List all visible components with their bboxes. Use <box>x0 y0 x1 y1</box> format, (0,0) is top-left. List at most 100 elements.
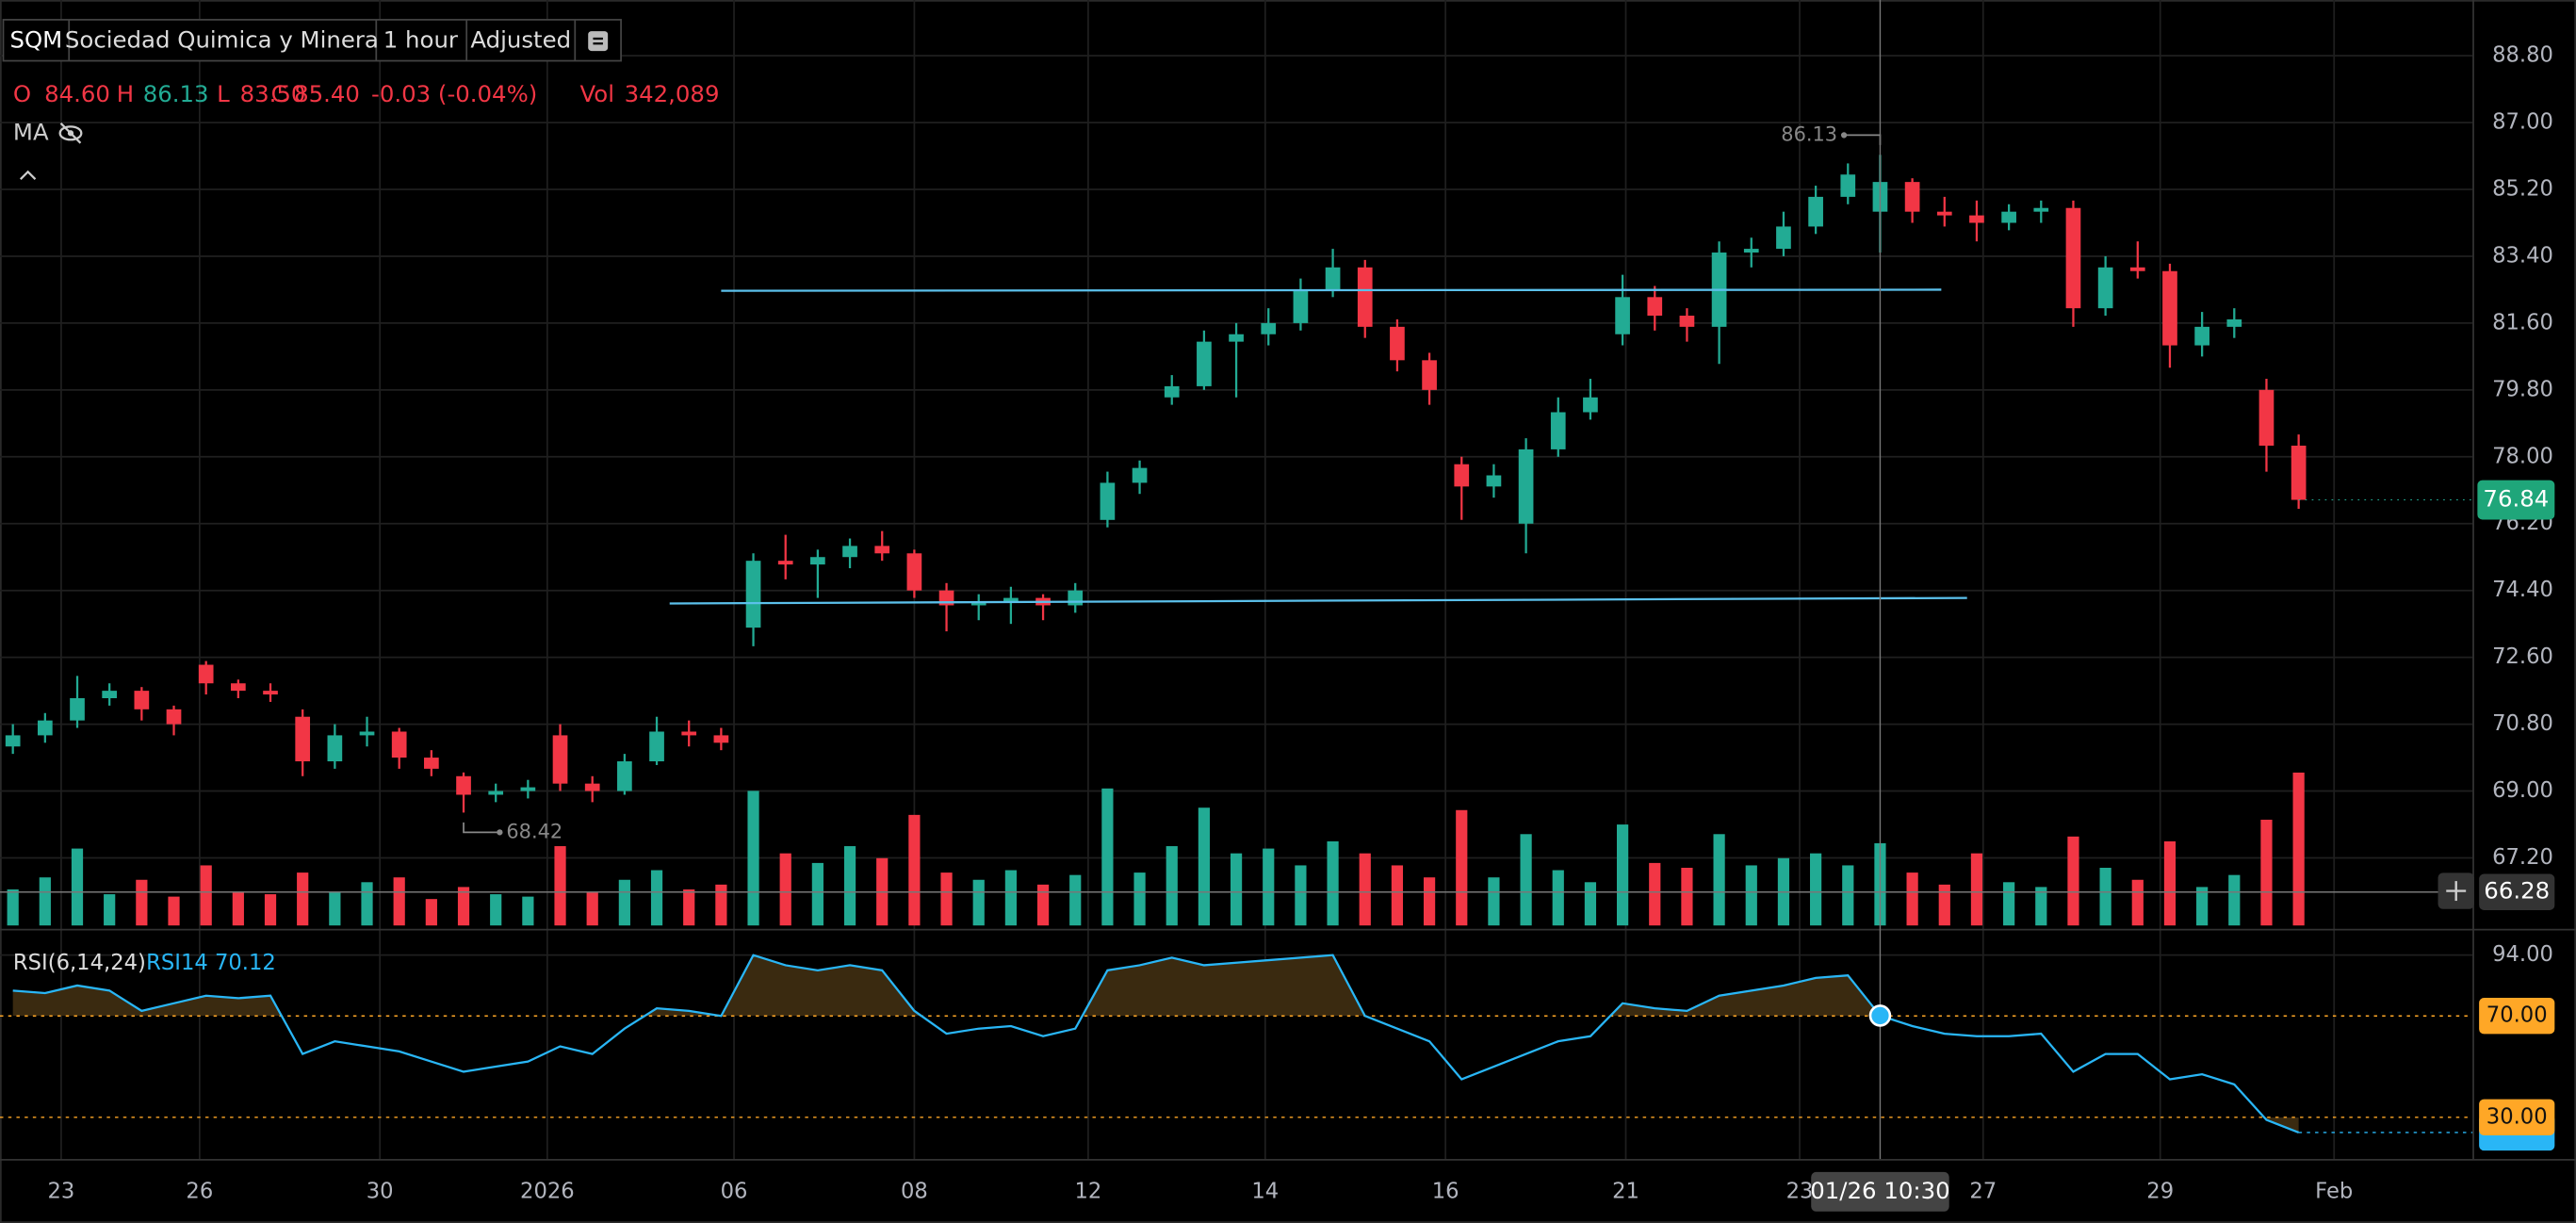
volume-bar <box>779 853 791 926</box>
y-tick-label: 88.80 <box>2492 43 2553 68</box>
rsi-title: RSI(6,14,24) <box>13 951 146 975</box>
grid <box>0 0 2473 1159</box>
volume-bar <box>1681 867 1693 926</box>
marker-dot <box>497 829 503 836</box>
volume-bar <box>297 872 309 926</box>
candle-body <box>906 553 922 591</box>
candle-body <box>842 546 857 558</box>
legend-value: 84.60 <box>44 80 110 107</box>
rsi-band-badge <box>2479 1099 2555 1136</box>
volume-bar <box>361 882 373 926</box>
icon-box <box>588 31 609 52</box>
crosshair-price: 66.28 <box>2484 877 2550 905</box>
volume-bar <box>1810 853 1822 926</box>
legend-value: 342,089 <box>625 80 720 107</box>
visibility-icon[interactable] <box>58 122 83 144</box>
candle-body <box>1293 289 1309 323</box>
x-tick-label: Feb <box>2315 1179 2353 1203</box>
rsi-line <box>12 954 2300 1134</box>
candle-body <box>2129 267 2145 271</box>
candle-body <box>1100 482 1116 520</box>
candle-body <box>327 735 343 762</box>
candle-body <box>37 720 53 736</box>
volume-bar <box>1230 853 1243 926</box>
candle-body <box>584 783 600 791</box>
legend-value: 86.13 <box>143 80 209 107</box>
legend-key: H <box>117 80 134 107</box>
crosshair-price-box <box>2479 873 2555 910</box>
adjustment[interactable]: Adjusted <box>470 26 571 54</box>
volume-bar <box>2067 836 2079 926</box>
candle-body <box>1743 249 1759 253</box>
settings-icon[interactable] <box>588 31 609 52</box>
volume-bar <box>1423 877 1436 926</box>
candle-body <box>2097 267 2113 309</box>
volume-bar <box>1938 884 1950 926</box>
volume-bar <box>1552 870 1564 926</box>
marks <box>0 155 2473 1134</box>
volume-bar <box>747 791 759 926</box>
legend-value: -0.03 (-0.04%) <box>371 80 537 107</box>
volume-bar <box>2196 887 2209 926</box>
volume-bar <box>1166 846 1178 926</box>
volume-bar <box>1036 884 1050 926</box>
volume-bar <box>425 899 437 926</box>
candle-body <box>1776 226 1791 250</box>
add-button[interactable] <box>2437 872 2474 909</box>
interval[interactable]: 1 hour <box>383 26 459 54</box>
collapse-icon[interactable] <box>19 170 37 180</box>
volume-bar <box>1101 788 1114 926</box>
candle-body <box>745 561 761 628</box>
volume-bar <box>1263 848 1275 926</box>
candle-body <box>1422 360 1437 390</box>
y-tick-label: 85.20 <box>2492 177 2553 202</box>
volume-bar <box>1970 853 1983 926</box>
x-tick-label: 30 <box>367 1179 394 1203</box>
candle-body <box>617 761 632 791</box>
candle-body <box>1615 297 1630 334</box>
volume-bar <box>1295 865 1307 926</box>
rsi-value-label: RSI14 70.12 <box>146 951 276 975</box>
x-tick-label: 27 <box>1969 1179 1997 1203</box>
volume-bar <box>908 814 921 926</box>
candle-body <box>1583 397 1598 413</box>
candle-body <box>102 691 118 699</box>
symbol[interactable]: SQM <box>9 26 62 54</box>
candle-body <box>1132 467 1148 483</box>
volume-bar <box>2131 879 2144 926</box>
low-label: 68.42 <box>506 820 562 842</box>
volume-bar <box>1327 840 1339 926</box>
crosshair-date-box <box>1811 1171 1949 1212</box>
rsi-tick-label: 94.00 <box>2492 942 2553 967</box>
volume-bar <box>2035 887 2047 926</box>
legend-key: L <box>217 80 230 107</box>
candle-body <box>1390 326 1405 361</box>
volume-bar <box>1616 824 1629 926</box>
rsi-band-label: 30.00 <box>2486 1104 2548 1129</box>
volume-bar <box>7 889 19 926</box>
y-tick-label: 74.40 <box>2492 578 2553 602</box>
candle-body <box>2226 318 2242 327</box>
candle-body <box>1197 341 1212 386</box>
x-tick-label: 26 <box>186 1179 213 1203</box>
volume-bar <box>1584 882 1597 926</box>
candle-body <box>70 698 85 721</box>
volume-bar <box>393 877 405 926</box>
volume-bar <box>71 848 84 926</box>
candle-body <box>1840 174 1856 197</box>
x-tick-label: 12 <box>1074 1179 1101 1203</box>
y-tick-label: 67.20 <box>2492 845 2553 870</box>
legend-key: C <box>271 80 287 107</box>
indicator-label: MA <box>13 118 49 145</box>
volume-bar <box>1133 872 1146 926</box>
y-tick-label: 87.00 <box>2492 110 2553 135</box>
candle-body <box>1936 211 1952 216</box>
company-name[interactable]: Sociedad Quimica y Minera <box>65 26 379 54</box>
volume-bar <box>650 870 663 926</box>
volume-bar <box>1745 865 1757 926</box>
volume-bar <box>200 865 212 926</box>
candle-body <box>1357 267 1373 327</box>
